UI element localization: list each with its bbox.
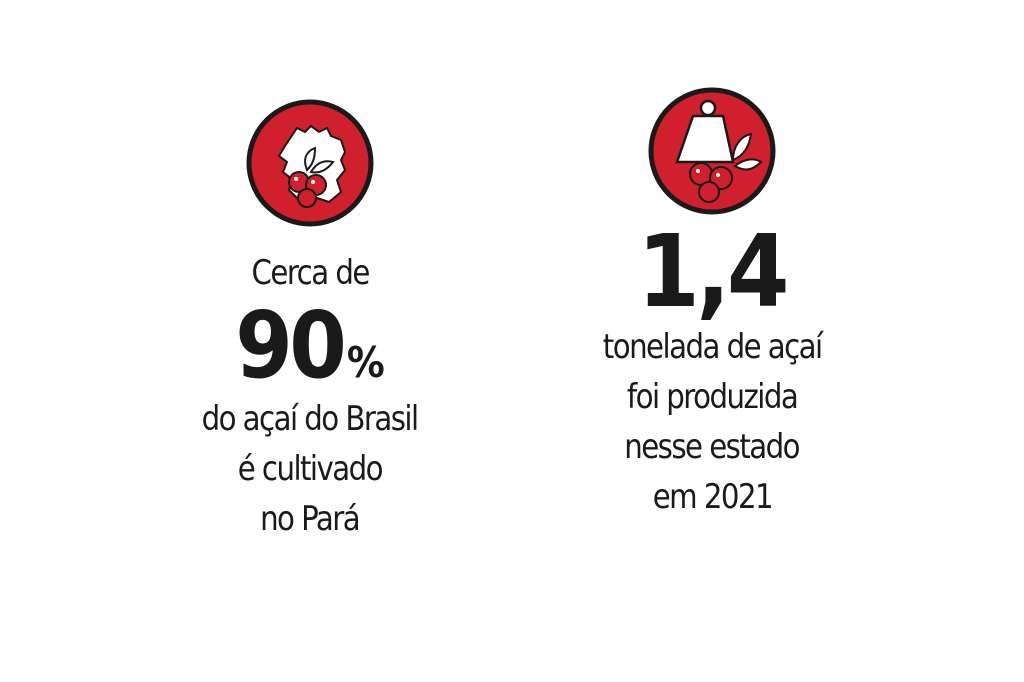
stat-value: 90 bbox=[235, 292, 348, 399]
stat-block-para-share: Cerca de 90% do açaí do Brasil é cultiva… bbox=[110, 0, 510, 544]
stat-caption-line-3: nesse estado bbox=[624, 427, 801, 467]
stat-caption-line-3: no Pará bbox=[260, 499, 361, 539]
stat-caption-line-2: foi produzida bbox=[626, 377, 799, 417]
stat-value-percent: 90% bbox=[236, 300, 386, 392]
stat-block-production: 1,4 tonelada de açaí foi produzida nesse… bbox=[512, 0, 912, 522]
stat-prefix: Cerca de bbox=[251, 253, 370, 293]
stat-caption-line-4: em 2021 bbox=[652, 477, 773, 517]
weight-acai-icon bbox=[647, 86, 777, 216]
stat-value: 1,4 bbox=[637, 213, 790, 330]
para-map-acai-icon bbox=[245, 98, 375, 228]
stat-unit: % bbox=[347, 338, 385, 387]
stat-caption-line-1: tonelada de açaí bbox=[602, 327, 823, 367]
stat-caption-line-2: é cultivado bbox=[237, 449, 384, 489]
stat-caption-line-1: do açaí do Brasil bbox=[202, 399, 420, 439]
